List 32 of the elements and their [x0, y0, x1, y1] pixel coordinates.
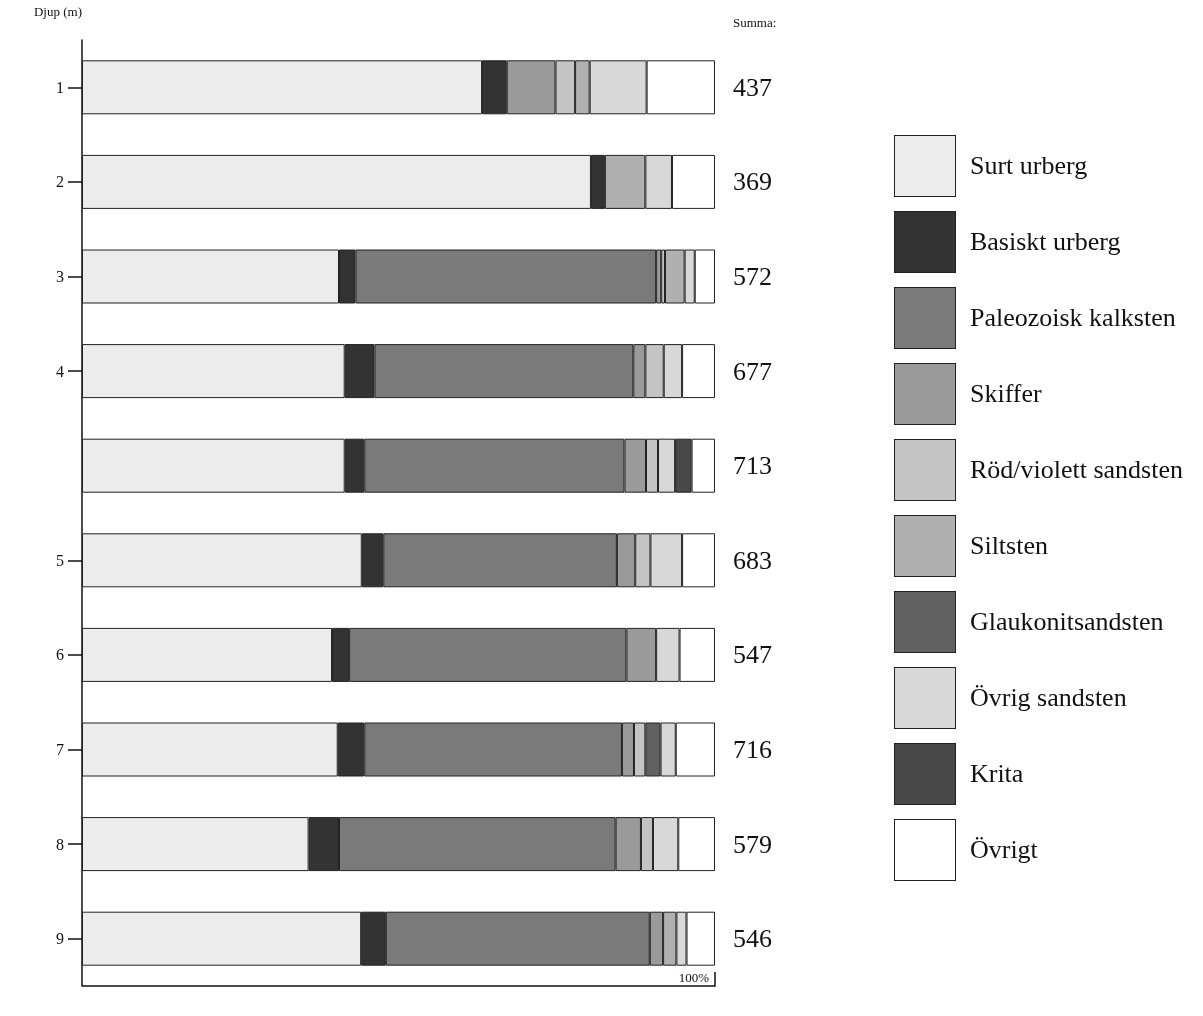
text: Summa: [733, 14, 777, 30]
legend-label: Skiffer [969, 379, 1042, 409]
y-tick-label: 8 [56, 835, 64, 853]
text: 369 [733, 167, 772, 197]
legend-label: Glaukonitsandsten [969, 607, 1164, 637]
text: 547 [733, 640, 772, 670]
legend-label: Siltsten [969, 531, 1048, 561]
y-tick-label: 2 [56, 173, 64, 191]
y-axis-title: Djup (m) [33, 4, 82, 19]
text: 683 [733, 545, 772, 575]
text: 546 [733, 924, 772, 954]
text: 572 [733, 262, 772, 291]
y-tick-label: 6 [56, 646, 64, 664]
y-tick-label: 1 [56, 78, 64, 96]
text: 437 [733, 72, 772, 102]
legend-label: Surt urberg [969, 151, 1088, 181]
legend-label: Övrigt [969, 835, 1038, 865]
legend-label: Basiskt urberg [969, 227, 1121, 257]
y-tick-label: 3 [56, 268, 64, 285]
y-tick-label: 4 [56, 362, 64, 380]
legend-label: Paleozoisk kalksten [969, 303, 1176, 333]
legend-label: Övrig sandsten [969, 683, 1127, 713]
legend-label: Röd/violett sandsten [969, 455, 1183, 485]
text: 677 [733, 356, 772, 386]
text: 579 [733, 829, 772, 859]
legend-label: Krita [969, 759, 1024, 789]
y-tick-label: 7 [56, 741, 64, 758]
annotation: 100% [678, 970, 710, 985]
y-tick-label: 5 [56, 551, 64, 569]
y-tick-label: 9 [56, 930, 64, 948]
text: 716 [733, 735, 772, 764]
text: 713 [733, 451, 772, 481]
